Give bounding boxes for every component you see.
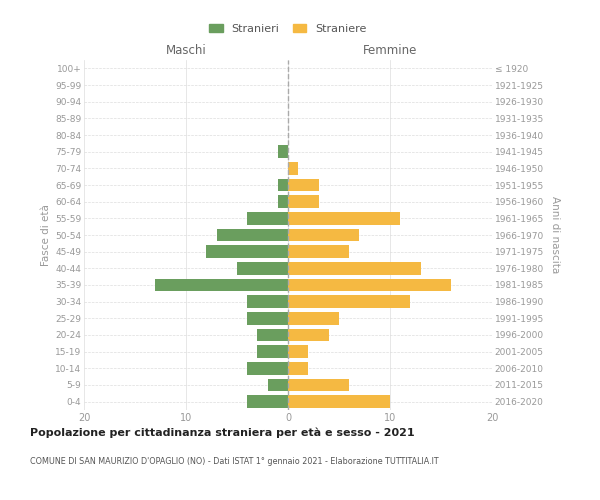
Bar	[288, 229, 359, 241]
Bar	[288, 379, 349, 391]
Bar	[288, 162, 298, 174]
Bar	[247, 396, 288, 408]
Bar	[288, 346, 308, 358]
Y-axis label: Fasce di età: Fasce di età	[41, 204, 51, 266]
Bar	[247, 362, 288, 374]
Bar	[217, 229, 288, 241]
Y-axis label: Anni di nascita: Anni di nascita	[550, 196, 560, 274]
Text: COMUNE DI SAN MAURIZIO D'OPAGLIO (NO) - Dati ISTAT 1° gennaio 2021 - Elaborazion: COMUNE DI SAN MAURIZIO D'OPAGLIO (NO) - …	[30, 458, 439, 466]
Bar	[278, 179, 288, 192]
Bar	[288, 212, 400, 224]
Bar	[288, 262, 421, 274]
Bar	[206, 246, 288, 258]
Bar	[237, 262, 288, 274]
Bar	[288, 312, 339, 324]
Text: Femmine: Femmine	[363, 44, 417, 57]
Bar	[257, 346, 288, 358]
Bar	[288, 196, 319, 208]
Bar	[288, 329, 329, 341]
Bar	[288, 296, 410, 308]
Bar	[155, 279, 288, 291]
Bar	[247, 312, 288, 324]
Legend: Stranieri, Straniere: Stranieri, Straniere	[209, 24, 367, 34]
Bar	[247, 212, 288, 224]
Bar	[288, 246, 349, 258]
Bar	[288, 279, 451, 291]
Bar	[278, 146, 288, 158]
Bar	[257, 329, 288, 341]
Bar	[247, 296, 288, 308]
Text: Maschi: Maschi	[166, 44, 206, 57]
Text: Popolazione per cittadinanza straniera per età e sesso - 2021: Popolazione per cittadinanza straniera p…	[30, 428, 415, 438]
Bar	[278, 196, 288, 208]
Bar	[288, 396, 390, 408]
Bar	[268, 379, 288, 391]
Bar	[288, 362, 308, 374]
Bar	[288, 179, 319, 192]
